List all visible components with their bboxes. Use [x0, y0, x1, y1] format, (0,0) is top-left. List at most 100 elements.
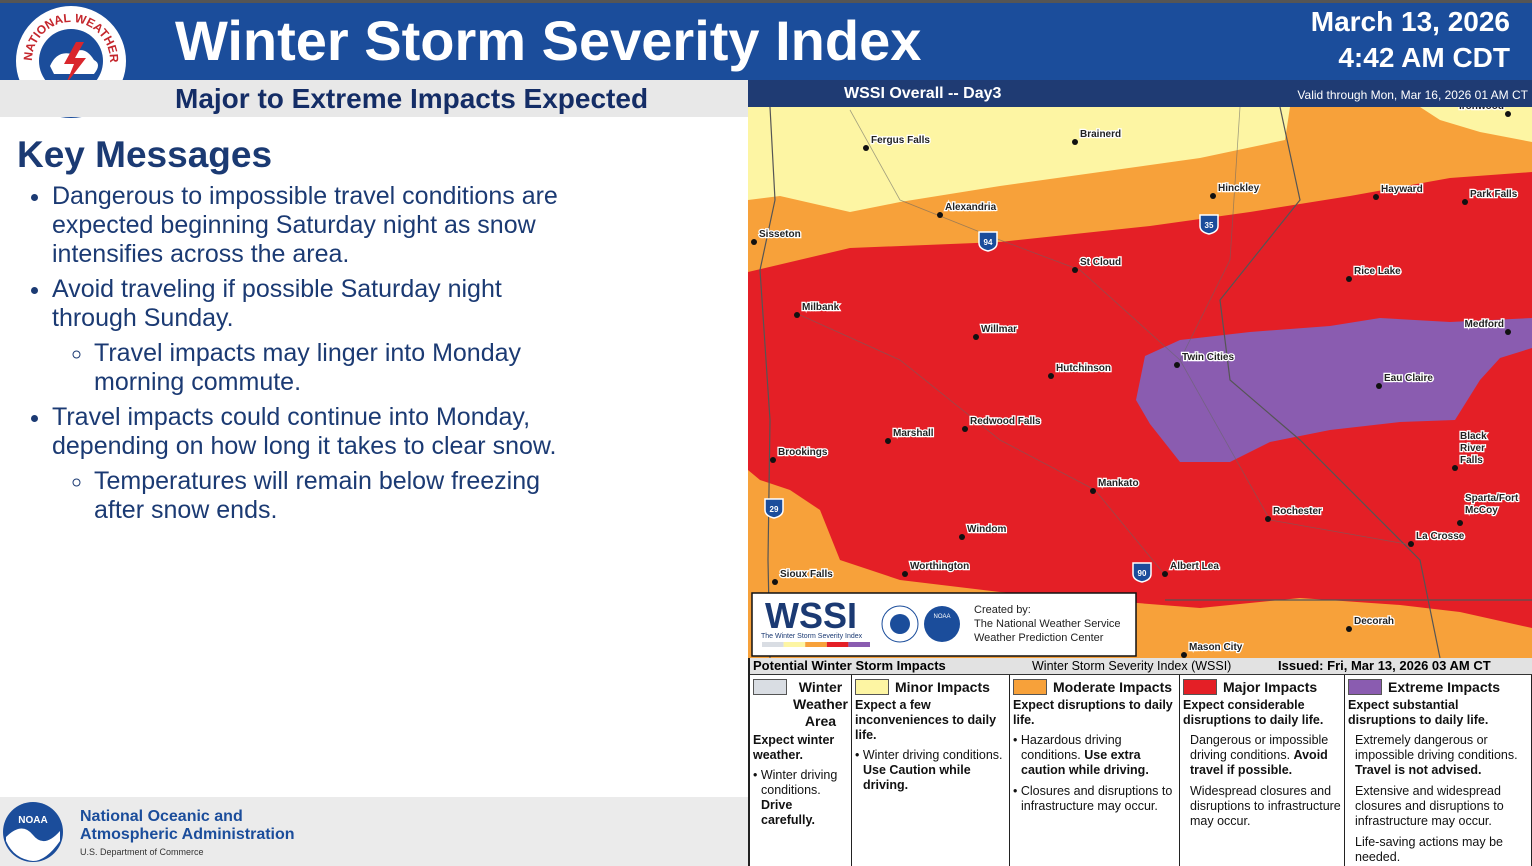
city-label: Rice Lake — [1354, 266, 1401, 277]
creator: Weather Prediction Center — [974, 632, 1104, 644]
city-label: Brookings — [778, 447, 828, 458]
interstate-label: 90 — [1138, 569, 1147, 578]
legend-swatch — [1013, 679, 1047, 695]
wssi-strip — [805, 642, 827, 647]
legend-heading: Extreme Impacts — [1348, 679, 1528, 695]
city-dot — [1373, 194, 1379, 200]
map-title: WSSI Overall -- Day3 — [844, 85, 1002, 102]
sub-message: Travel impacts may linger into Monday mo… — [94, 339, 577, 397]
city-dot — [962, 426, 968, 432]
date: March 13, 2026 — [1310, 6, 1510, 37]
interstate-shield — [1132, 562, 1152, 583]
legend-detail: • Hazardous driving conditions. Use extr… — [1013, 733, 1176, 778]
city-label: Hinckley — [1218, 183, 1260, 194]
minor-area — [1420, 107, 1532, 142]
legend-column: Minor Impacts Expect a few inconveniences… — [852, 675, 1010, 866]
city-dot — [1376, 383, 1382, 389]
city-label: Sisseton — [759, 229, 801, 240]
interstate-label: 35 — [1205, 221, 1214, 230]
legend-summary: Expect winter weather. — [753, 733, 835, 762]
created-by: Created by: — [974, 604, 1031, 616]
org-name: Atmospheric Administration — [80, 826, 295, 843]
legend-name: Major Impacts — [1223, 679, 1318, 695]
city-label: Eau Claire — [1384, 373, 1433, 384]
map-valid-time: Valid through Mon, Mar 16, 2026 01 AM CT — [1297, 88, 1528, 102]
interstate-shield — [978, 231, 998, 252]
legend-detail: Dangerous or impossible driving conditio… — [1183, 733, 1341, 778]
city-dot — [1505, 111, 1511, 117]
map: 94 35 29 90 Ironwood Fergus Falls Brainerd Hin… — [748, 107, 1532, 658]
interstate-label: 94 — [984, 238, 993, 247]
city-label: Hayward — [1381, 184, 1423, 195]
noaa-mini-logo: NOAA — [933, 614, 950, 620]
city-dot — [1072, 267, 1078, 273]
city-label: Albert Lea — [1170, 561, 1219, 572]
city-dot — [973, 334, 979, 340]
legend-detail: • Closures and disruptions to infrastruc… — [1013, 784, 1176, 814]
city-label: Falls — [1460, 455, 1483, 466]
legend-detail-text: Extensive and widespread closures and di… — [1355, 784, 1504, 828]
key-message: Avoid traveling if possible Saturday nig… — [52, 275, 577, 397]
legend-swatch — [855, 679, 889, 695]
legend-detail: • Winter driving conditions. Drive caref… — [753, 768, 848, 828]
legend-heading: Moderate Impacts — [1013, 679, 1176, 695]
legend-detail-emphasis: Use Caution while driving. — [863, 763, 971, 792]
key-message-text: Avoid traveling if possible Saturday nig… — [52, 275, 502, 332]
legend-swatch — [1183, 679, 1217, 695]
wssi-logo: WSSI — [765, 595, 857, 636]
legend-detail: Extremely dangerous or impossible drivin… — [1348, 733, 1528, 778]
org-name: National Oceanic and — [80, 808, 243, 825]
subtitle-bar — [0, 80, 748, 117]
legend-detail-text: Closures and disruptions to infrastructu… — [1020, 784, 1173, 813]
wssi-tagline: The Winter Storm Severity Index — [761, 633, 863, 640]
legend-name: Minor Impacts — [895, 679, 990, 695]
legend-heading: Winter Weather Area — [753, 679, 848, 730]
sub-message: Temperatures will remain below freezing … — [94, 467, 577, 525]
legend-header: Potential Winter Storm Impacts Winter St… — [750, 658, 1532, 675]
wssi-strip — [826, 642, 849, 647]
legend: Potential Winter Storm Impacts Winter St… — [748, 658, 1532, 866]
key-messages-list: Dangerous to impossible travel condition… — [17, 182, 577, 525]
city-label: Park Falls — [1470, 189, 1518, 200]
sub-message-list: Travel impacts may linger into Monday mo… — [52, 339, 577, 397]
city-dot — [1457, 520, 1463, 526]
legend-swatch — [753, 679, 787, 695]
city-label: Alexandria — [945, 202, 997, 213]
extreme-area — [1136, 318, 1532, 462]
legend-detail-emphasis: Use extra caution while driving. — [1021, 748, 1149, 777]
city-label: Redwood Falls — [970, 416, 1041, 427]
legend-detail-text: Winter driving conditions. — [760, 768, 838, 797]
legend-center: Winter Storm Severity Index (WSSI) — [1032, 659, 1232, 673]
city-dot — [770, 457, 776, 463]
legend-detail-text: Extremely dangerous or impossible drivin… — [1355, 733, 1518, 762]
key-message: Travel impacts could continue into Monda… — [52, 403, 577, 525]
legend-summary: Expect disruptions to daily life. — [1013, 698, 1173, 727]
creator: The National Weather Service — [974, 618, 1121, 630]
legend-issued: Issued: Fri, Mar 13, 2026 03 AM CT — [1278, 658, 1491, 673]
legend-detail-emphasis: Drive carefully. — [761, 798, 815, 827]
legend-detail: Life-saving actions may be needed. — [1348, 835, 1528, 865]
city-label: River — [1460, 443, 1485, 454]
legend-swatch — [1348, 679, 1382, 695]
city-label: St Cloud — [1080, 257, 1121, 268]
title: Winter Storm Severity Index — [175, 9, 922, 72]
city-dot — [1452, 465, 1458, 471]
legend-heading: Minor Impacts — [855, 679, 1006, 695]
city-dot — [1265, 516, 1271, 522]
legend-detail-text: Hazardous driving conditions. — [1020, 733, 1122, 762]
noaa-logo-text: NOAA — [18, 815, 47, 826]
city-label: Sparta/Fort — [1465, 493, 1519, 504]
city-dot — [1505, 329, 1511, 335]
legend-detail-text: Widespread closures and disruptions to i… — [1190, 784, 1341, 828]
city-label: Marshall — [893, 428, 934, 439]
interstate-shield — [1199, 214, 1219, 235]
key-messages: Key Messages Dangerous to impossible tra… — [17, 134, 577, 531]
city-label: Windom — [967, 524, 1006, 535]
city-dot — [794, 312, 800, 318]
city-label: Rochester — [1273, 506, 1322, 517]
city-label: Mankato — [1098, 478, 1139, 489]
city-dot — [1346, 626, 1352, 632]
subtitle: Major to Extreme Impacts Expected — [175, 83, 649, 114]
footer — [0, 797, 748, 866]
